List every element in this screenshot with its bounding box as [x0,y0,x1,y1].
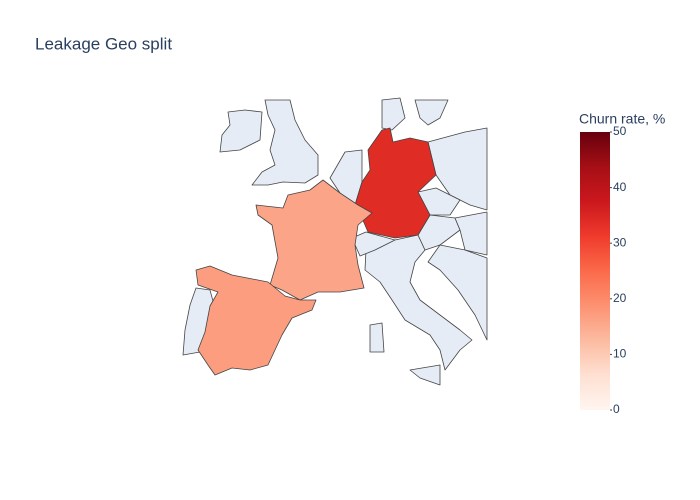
country [381,97,406,131]
country [414,99,449,126]
colorbar-tick-label: 50 [613,124,627,138]
colorbar-tick-label: 30 [613,235,627,249]
region [195,265,317,376]
country [427,127,488,211]
region [255,179,373,301]
country [251,99,319,186]
country [351,231,396,257]
country [409,364,441,386]
region [354,127,437,239]
base-map [182,97,488,386]
colorbar-title: Churn rate, % [579,111,665,127]
country [454,211,488,256]
country [369,322,385,353]
colorbar-tick-label: 20 [613,291,627,305]
colorbar [580,132,610,410]
colorbar-tick-label: 40 [613,180,627,194]
country [219,109,263,153]
colorbar-tick-label: 0 [613,402,620,416]
country [427,244,488,341]
chart-title: Leakage Geo split [35,34,172,53]
colorbar-tick-label: 10 [613,347,627,361]
